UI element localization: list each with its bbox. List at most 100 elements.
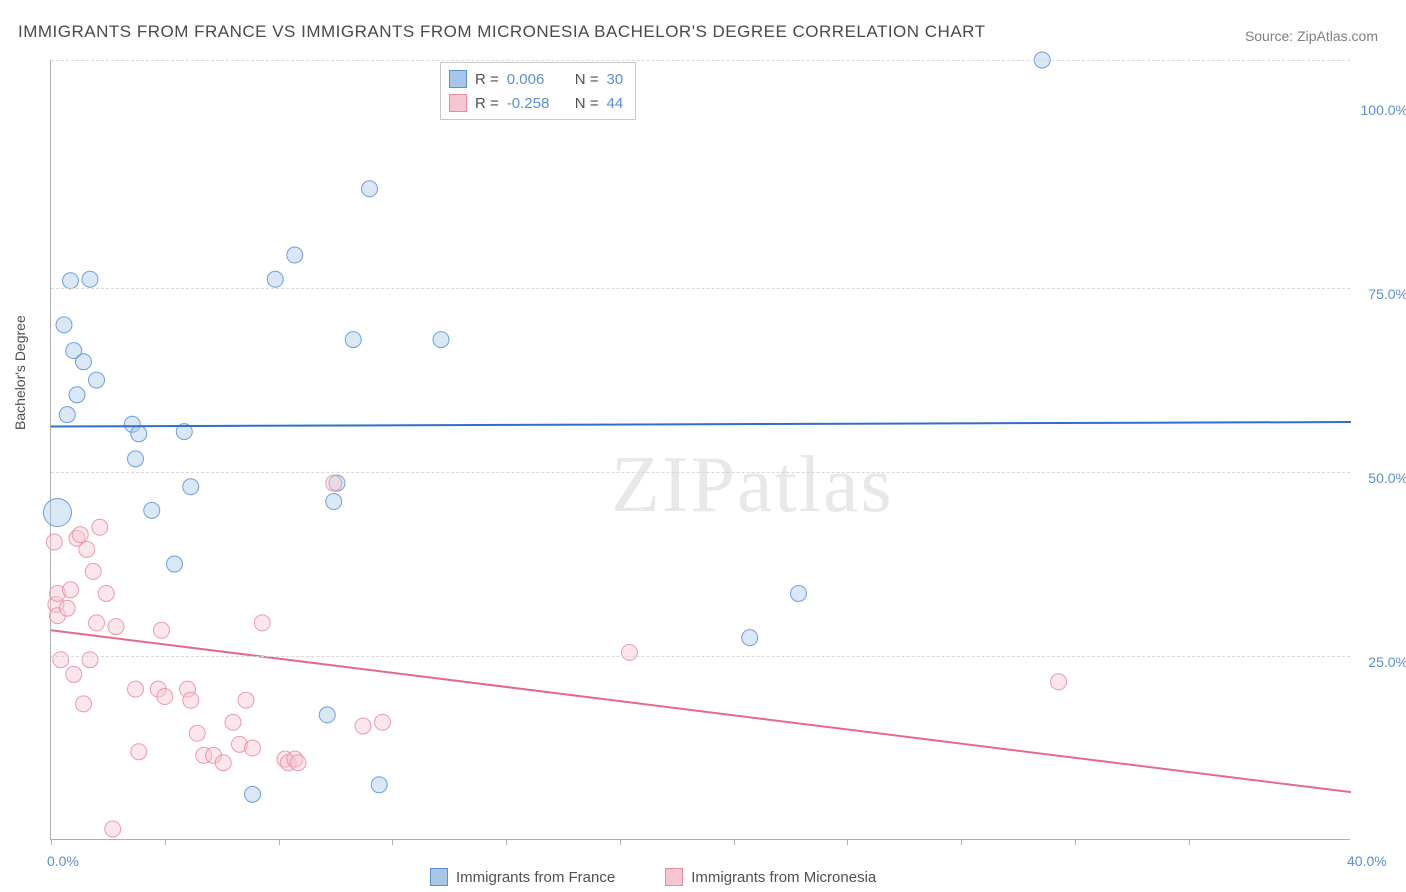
scatter-point [319, 707, 335, 723]
x-tick [620, 839, 621, 845]
legend-series-item: Immigrants from France [430, 868, 615, 886]
x-tick [734, 839, 735, 845]
scatter-point [105, 821, 121, 837]
scatter-point [63, 582, 79, 598]
y-tick-label: 25.0% [1368, 654, 1406, 670]
scatter-point [167, 556, 183, 572]
scatter-point [345, 332, 361, 348]
legend-series-label: Immigrants from Micronesia [691, 869, 876, 886]
scatter-point [128, 681, 144, 697]
n-value: 30 [607, 71, 624, 88]
scatter-point [189, 725, 205, 741]
scatter-point [355, 718, 371, 734]
x-tick [961, 839, 962, 845]
y-tick-label: 100.0% [1361, 102, 1406, 118]
gridline-horizontal [51, 60, 1350, 61]
scatter-point [742, 630, 758, 646]
scatter-point [326, 475, 342, 491]
correlation-legend: R = 0.006 N = 30 R = -0.258 N = 44 [440, 62, 636, 120]
scatter-point [375, 714, 391, 730]
x-tick [506, 839, 507, 845]
r-label: R = [475, 71, 499, 88]
scatter-point [1051, 674, 1067, 690]
x-tick [392, 839, 393, 845]
scatter-point [183, 692, 199, 708]
r-value: -0.258 [507, 95, 567, 112]
x-tick [1189, 839, 1190, 845]
scatter-point [76, 696, 92, 712]
scatter-point [59, 600, 75, 616]
legend-swatch [430, 868, 448, 886]
trend-line [51, 630, 1351, 792]
legend-series-item: Immigrants from Micronesia [665, 868, 876, 886]
scatter-point [254, 615, 270, 631]
scatter-point [59, 407, 75, 423]
scatter-point [85, 563, 101, 579]
legend-row: R = 0.006 N = 30 [449, 67, 623, 91]
scatter-point [225, 714, 241, 730]
gridline-horizontal [51, 288, 1350, 289]
trend-line [51, 422, 1351, 426]
r-value: 0.006 [507, 71, 567, 88]
scatter-point [63, 273, 79, 289]
scatter-point [215, 755, 231, 771]
series-legend: Immigrants from France Immigrants from Mi… [430, 868, 876, 886]
x-tick-label: 0.0% [47, 853, 79, 869]
scatter-point [46, 534, 62, 550]
scatter-point [245, 740, 261, 756]
scatter-point [108, 619, 124, 635]
x-tick [847, 839, 848, 845]
scatter-point [72, 527, 88, 543]
r-label: R = [475, 95, 499, 112]
scatter-point [267, 271, 283, 287]
y-tick-label: 75.0% [1368, 286, 1406, 302]
scatter-point [157, 689, 173, 705]
scatter-point [326, 494, 342, 510]
legend-swatch [449, 70, 467, 88]
scatter-point [287, 247, 303, 263]
x-tick [51, 839, 52, 845]
scatter-point [238, 692, 254, 708]
scatter-point [53, 652, 69, 668]
x-tick [279, 839, 280, 845]
scatter-point [791, 585, 807, 601]
scatter-point [362, 181, 378, 197]
scatter-point [69, 387, 85, 403]
scatter-point [66, 666, 82, 682]
scatter-point [131, 426, 147, 442]
n-label: N = [575, 71, 599, 88]
scatter-point [128, 451, 144, 467]
n-value: 44 [607, 95, 624, 112]
legend-swatch [449, 94, 467, 112]
scatter-point [82, 652, 98, 668]
gridline-horizontal [51, 472, 1350, 473]
scatter-point [44, 499, 72, 527]
source-attribution: Source: ZipAtlas.com [1245, 28, 1378, 44]
scatter-point [371, 777, 387, 793]
scatter-point [89, 372, 105, 388]
chart-title: IMMIGRANTS FROM FRANCE VS IMMIGRANTS FRO… [18, 22, 986, 42]
legend-series-label: Immigrants from France [456, 869, 615, 886]
scatter-point [56, 317, 72, 333]
y-tick-label: 50.0% [1368, 470, 1406, 486]
scatter-point [622, 644, 638, 660]
legend-swatch [665, 868, 683, 886]
scatter-point [144, 502, 160, 518]
scatter-plot-svg [51, 60, 1351, 840]
legend-row: R = -0.258 N = 44 [449, 91, 623, 115]
scatter-point [154, 622, 170, 638]
scatter-point [79, 541, 95, 557]
scatter-point [245, 786, 261, 802]
scatter-point [76, 354, 92, 370]
scatter-point [89, 615, 105, 631]
scatter-point [131, 744, 147, 760]
scatter-point [82, 271, 98, 287]
scatter-point [92, 519, 108, 535]
scatter-point [98, 585, 114, 601]
scatter-point [433, 332, 449, 348]
x-tick [1075, 839, 1076, 845]
n-label: N = [575, 95, 599, 112]
x-tick-label: 40.0% [1347, 853, 1387, 869]
x-tick [165, 839, 166, 845]
scatter-point [183, 479, 199, 495]
